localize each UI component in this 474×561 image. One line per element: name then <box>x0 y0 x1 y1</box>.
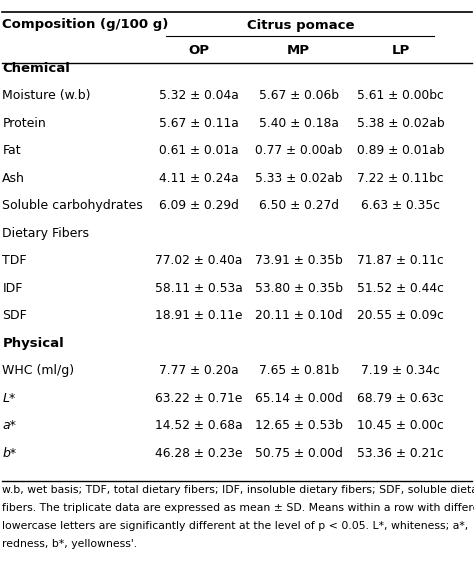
Text: 5.32 ± 0.04a: 5.32 ± 0.04a <box>159 89 239 103</box>
Text: 7.19 ± 0.34c: 7.19 ± 0.34c <box>361 364 440 378</box>
Text: lowercase letters are significantly different at the level of p < 0.05. L*, whit: lowercase letters are significantly diff… <box>2 521 469 531</box>
Text: 58.11 ± 0.53a: 58.11 ± 0.53a <box>155 282 243 295</box>
Text: 5.67 ± 0.06b: 5.67 ± 0.06b <box>259 89 338 103</box>
Text: 5.67 ± 0.11a: 5.67 ± 0.11a <box>159 117 239 130</box>
Text: 14.52 ± 0.68a: 14.52 ± 0.68a <box>155 419 243 433</box>
Text: TDF: TDF <box>2 254 27 268</box>
Text: a*: a* <box>2 419 16 433</box>
Text: 77.02 ± 0.40a: 77.02 ± 0.40a <box>155 254 243 268</box>
Text: 6.09 ± 0.29d: 6.09 ± 0.29d <box>159 199 239 213</box>
Text: 20.55 ± 0.09c: 20.55 ± 0.09c <box>357 309 444 323</box>
Text: 20.11 ± 0.10d: 20.11 ± 0.10d <box>255 309 342 323</box>
Text: 0.77 ± 0.00ab: 0.77 ± 0.00ab <box>255 144 342 158</box>
Text: w.b, wet basis; TDF, total dietary fibers; IDF, insoluble dietary fibers; SDF, s: w.b, wet basis; TDF, total dietary fiber… <box>2 485 474 495</box>
Text: 46.28 ± 0.23e: 46.28 ± 0.23e <box>155 447 243 460</box>
Text: Physical: Physical <box>2 337 64 350</box>
Text: 4.11 ± 0.24a: 4.11 ± 0.24a <box>159 172 239 185</box>
Text: 6.63 ± 0.35c: 6.63 ± 0.35c <box>361 199 440 213</box>
Text: LP: LP <box>392 44 410 57</box>
Text: 53.36 ± 0.21c: 53.36 ± 0.21c <box>357 447 444 460</box>
Text: Soluble carbohydrates: Soluble carbohydrates <box>2 199 143 213</box>
Text: redness, b*, yellowness'.: redness, b*, yellowness'. <box>2 539 137 549</box>
Text: 68.79 ± 0.63c: 68.79 ± 0.63c <box>357 392 444 405</box>
Text: 5.38 ± 0.02ab: 5.38 ± 0.02ab <box>357 117 444 130</box>
Text: Chemical: Chemical <box>2 62 70 75</box>
Text: 5.33 ± 0.02ab: 5.33 ± 0.02ab <box>255 172 342 185</box>
Text: 50.75 ± 0.00d: 50.75 ± 0.00d <box>255 447 343 460</box>
Text: fibers. The triplicate data are expressed as mean ± SD. Means within a row with : fibers. The triplicate data are expresse… <box>2 503 474 513</box>
Text: MP: MP <box>287 44 310 57</box>
Text: Protein: Protein <box>2 117 46 130</box>
Text: Citrus pomace: Citrus pomace <box>247 19 355 32</box>
Text: WHC (ml/g): WHC (ml/g) <box>2 364 74 378</box>
Text: 51.52 ± 0.44c: 51.52 ± 0.44c <box>357 282 444 295</box>
Text: 18.91 ± 0.11e: 18.91 ± 0.11e <box>155 309 243 323</box>
Text: 5.61 ± 0.00bc: 5.61 ± 0.00bc <box>357 89 444 103</box>
Text: 0.89 ± 0.01ab: 0.89 ± 0.01ab <box>357 144 444 158</box>
Text: 65.14 ± 0.00d: 65.14 ± 0.00d <box>255 392 343 405</box>
Text: 10.45 ± 0.00c: 10.45 ± 0.00c <box>357 419 444 433</box>
Text: 12.65 ± 0.53b: 12.65 ± 0.53b <box>255 419 343 433</box>
Text: Dietary Fibers: Dietary Fibers <box>2 227 90 240</box>
Text: 7.22 ± 0.11bc: 7.22 ± 0.11bc <box>357 172 444 185</box>
Text: 5.40 ± 0.18a: 5.40 ± 0.18a <box>259 117 338 130</box>
Text: SDF: SDF <box>2 309 27 323</box>
Text: 7.65 ± 0.81b: 7.65 ± 0.81b <box>258 364 339 378</box>
Text: 53.80 ± 0.35b: 53.80 ± 0.35b <box>255 282 343 295</box>
Text: Ash: Ash <box>2 172 25 185</box>
Text: 7.77 ± 0.20a: 7.77 ± 0.20a <box>159 364 239 378</box>
Text: 63.22 ± 0.71e: 63.22 ± 0.71e <box>155 392 243 405</box>
Text: OP: OP <box>189 44 210 57</box>
Text: Composition (g/100 g): Composition (g/100 g) <box>2 17 169 31</box>
Text: Fat: Fat <box>2 144 21 158</box>
Text: L*: L* <box>2 392 16 405</box>
Text: 6.50 ± 0.27d: 6.50 ± 0.27d <box>259 199 338 213</box>
Text: 71.87 ± 0.11c: 71.87 ± 0.11c <box>357 254 444 268</box>
Text: IDF: IDF <box>2 282 23 295</box>
Text: b*: b* <box>2 447 17 460</box>
Text: Moisture (w.b): Moisture (w.b) <box>2 89 91 103</box>
Text: 73.91 ± 0.35b: 73.91 ± 0.35b <box>255 254 343 268</box>
Text: 0.61 ± 0.01a: 0.61 ± 0.01a <box>159 144 239 158</box>
